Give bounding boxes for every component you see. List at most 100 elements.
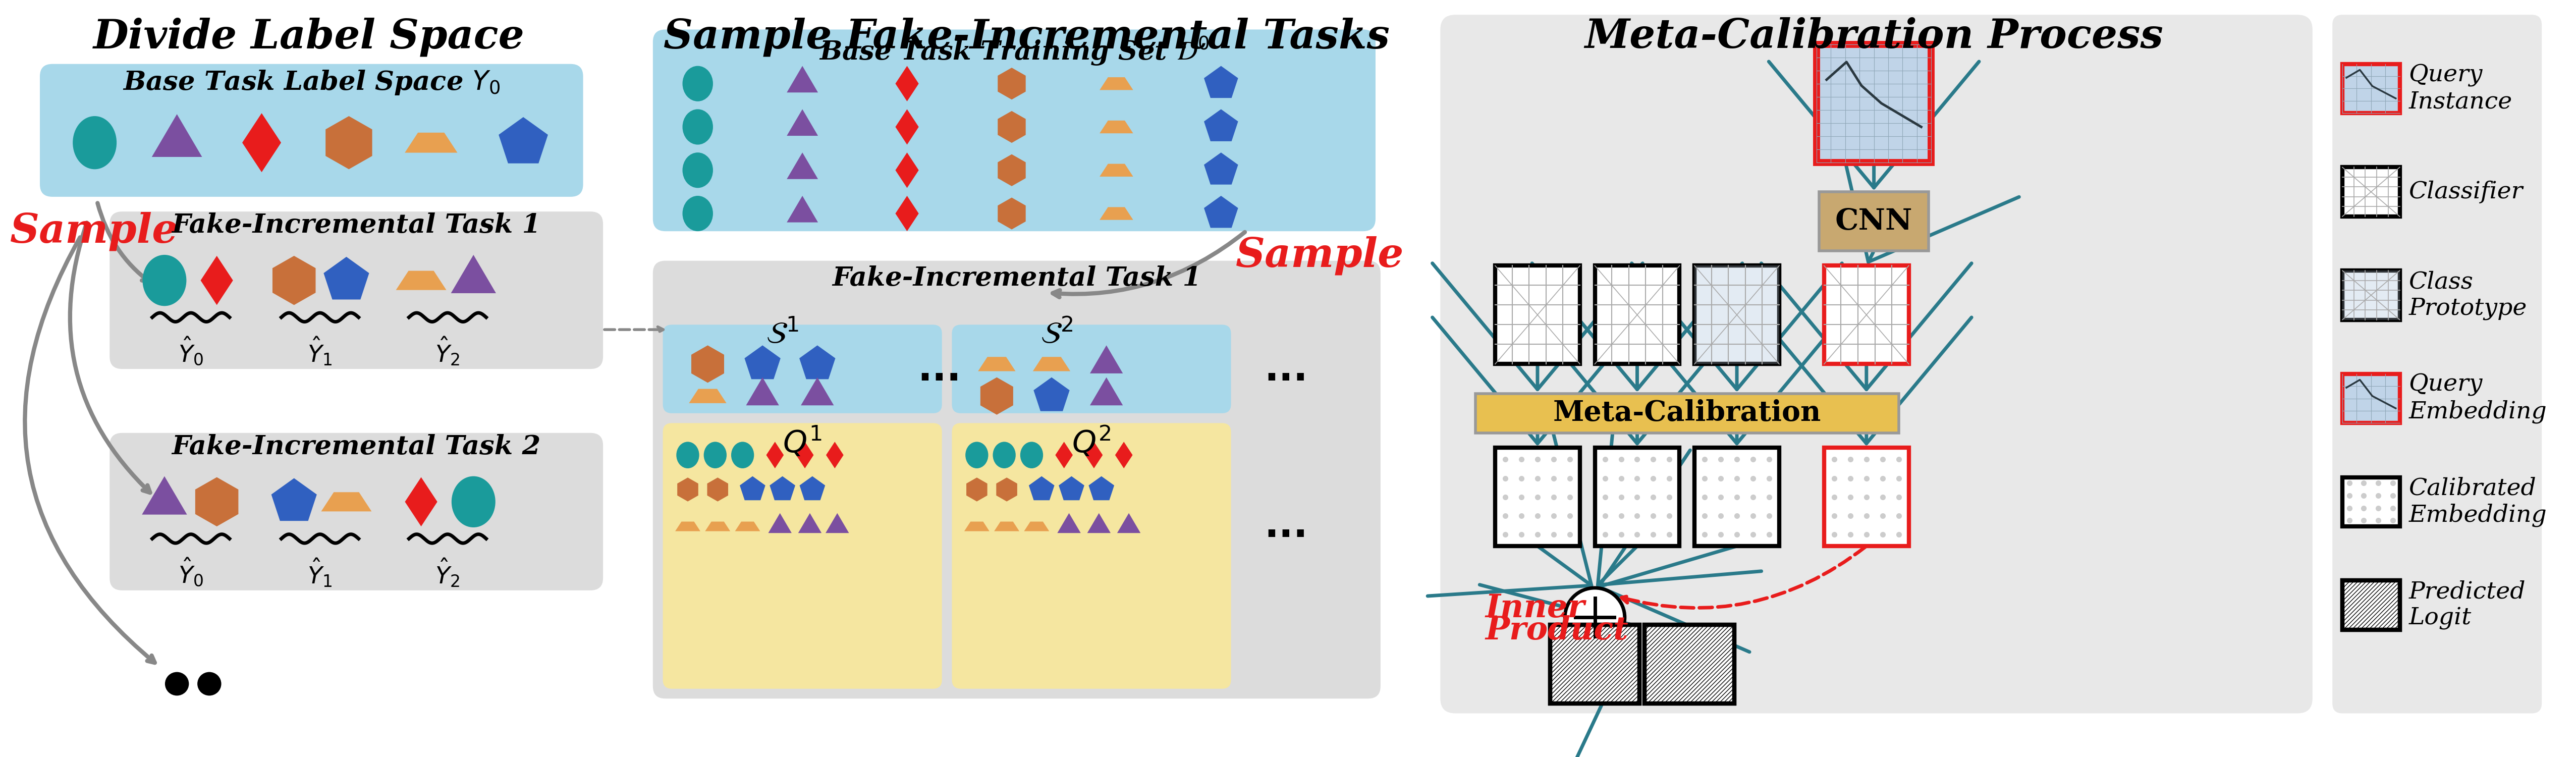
Text: Base Task Label Space $Y_0$: Base Task Label Space $Y_0$	[124, 69, 500, 97]
Polygon shape	[500, 117, 549, 164]
FancyBboxPatch shape	[2342, 64, 2401, 113]
FancyBboxPatch shape	[1595, 266, 1680, 364]
Text: Calibrated
Embedding: Calibrated Embedding	[2409, 477, 2548, 527]
FancyBboxPatch shape	[652, 260, 1381, 699]
Polygon shape	[451, 255, 497, 293]
Polygon shape	[196, 477, 240, 526]
FancyBboxPatch shape	[1816, 44, 1932, 162]
Text: Sample: Sample	[10, 211, 178, 251]
Polygon shape	[404, 132, 459, 153]
Ellipse shape	[683, 196, 714, 231]
Ellipse shape	[1020, 442, 1043, 469]
Polygon shape	[201, 256, 232, 305]
Polygon shape	[322, 492, 371, 512]
Polygon shape	[796, 442, 814, 469]
Ellipse shape	[72, 116, 116, 170]
Polygon shape	[1100, 77, 1133, 90]
Polygon shape	[270, 478, 317, 521]
Polygon shape	[1056, 442, 1072, 469]
FancyBboxPatch shape	[1819, 192, 1929, 251]
Text: Fake-Incremental Task 2: Fake-Incremental Task 2	[173, 434, 541, 459]
Text: ...: ...	[1265, 508, 1309, 545]
FancyBboxPatch shape	[1824, 266, 1909, 364]
Polygon shape	[325, 116, 371, 170]
Polygon shape	[1033, 377, 1069, 411]
FancyBboxPatch shape	[2342, 270, 2401, 319]
FancyBboxPatch shape	[1494, 447, 1579, 546]
Polygon shape	[768, 513, 791, 533]
Polygon shape	[896, 66, 920, 101]
Text: Fake-Incremental Task 1: Fake-Incremental Task 1	[173, 213, 541, 238]
FancyBboxPatch shape	[953, 325, 1231, 413]
FancyBboxPatch shape	[111, 433, 603, 590]
Text: $Q^1$: $Q^1$	[783, 425, 822, 459]
Ellipse shape	[683, 66, 714, 101]
Polygon shape	[1203, 66, 1239, 98]
Polygon shape	[1028, 476, 1054, 500]
Polygon shape	[827, 442, 842, 469]
Polygon shape	[979, 357, 1015, 371]
Polygon shape	[152, 114, 201, 157]
Polygon shape	[896, 196, 920, 231]
FancyBboxPatch shape	[1695, 447, 1780, 546]
Polygon shape	[690, 345, 724, 383]
Polygon shape	[744, 345, 781, 379]
FancyBboxPatch shape	[953, 423, 1231, 689]
Polygon shape	[677, 478, 698, 501]
Text: $\hat{Y}_0$: $\hat{Y}_0$	[178, 557, 204, 588]
Text: Query
Embedding: Query Embedding	[2409, 373, 2548, 423]
Polygon shape	[997, 154, 1025, 186]
Text: $\mathcal{S}^2$: $\mathcal{S}^2$	[1041, 319, 1072, 350]
Polygon shape	[786, 152, 819, 179]
Polygon shape	[765, 442, 783, 469]
Text: ...: ...	[917, 351, 961, 388]
Text: Product: Product	[1486, 615, 1628, 646]
FancyBboxPatch shape	[2342, 374, 2401, 423]
Polygon shape	[824, 513, 850, 533]
Polygon shape	[966, 478, 987, 501]
FancyBboxPatch shape	[1551, 625, 1641, 703]
Polygon shape	[708, 478, 729, 501]
Polygon shape	[1100, 164, 1133, 176]
Polygon shape	[242, 113, 281, 172]
Polygon shape	[1090, 345, 1123, 373]
Polygon shape	[799, 476, 824, 500]
Text: $Q^2$: $Q^2$	[1072, 425, 1110, 459]
Ellipse shape	[451, 476, 495, 528]
Polygon shape	[1025, 522, 1048, 531]
Polygon shape	[675, 522, 701, 531]
FancyBboxPatch shape	[1440, 14, 2313, 713]
Ellipse shape	[677, 442, 698, 469]
Polygon shape	[273, 256, 317, 305]
Ellipse shape	[142, 255, 185, 306]
Text: Base Task Training Set $\mathcal{D}^0$: Base Task Training Set $\mathcal{D}^0$	[819, 34, 1208, 67]
Polygon shape	[142, 476, 188, 515]
Text: $\hat{Y}_2$: $\hat{Y}_2$	[435, 557, 461, 589]
Polygon shape	[786, 196, 819, 223]
Polygon shape	[1090, 476, 1115, 500]
Text: Fake-Incremental Task 1: Fake-Incremental Task 1	[832, 266, 1200, 291]
Ellipse shape	[703, 442, 726, 469]
Polygon shape	[1100, 207, 1133, 220]
Polygon shape	[997, 198, 1025, 229]
Polygon shape	[325, 257, 368, 300]
FancyBboxPatch shape	[1643, 625, 1734, 703]
Circle shape	[165, 672, 188, 696]
Text: CNN: CNN	[1834, 207, 1911, 235]
Ellipse shape	[683, 152, 714, 188]
FancyBboxPatch shape	[2342, 270, 2401, 319]
Polygon shape	[397, 271, 446, 290]
Text: $\hat{Y}_1$: $\hat{Y}_1$	[307, 335, 332, 367]
FancyBboxPatch shape	[1824, 447, 1909, 546]
Polygon shape	[1115, 442, 1133, 469]
Ellipse shape	[966, 442, 989, 469]
Polygon shape	[1084, 442, 1103, 469]
Text: Meta-Calibration: Meta-Calibration	[1553, 400, 1821, 427]
Text: Meta-Calibration Process: Meta-Calibration Process	[1584, 17, 2164, 56]
Polygon shape	[404, 477, 438, 526]
Polygon shape	[896, 152, 920, 188]
Polygon shape	[734, 522, 760, 531]
Text: $\hat{Y}_2$: $\hat{Y}_2$	[435, 335, 461, 367]
Polygon shape	[1056, 513, 1082, 533]
Polygon shape	[1203, 196, 1239, 228]
